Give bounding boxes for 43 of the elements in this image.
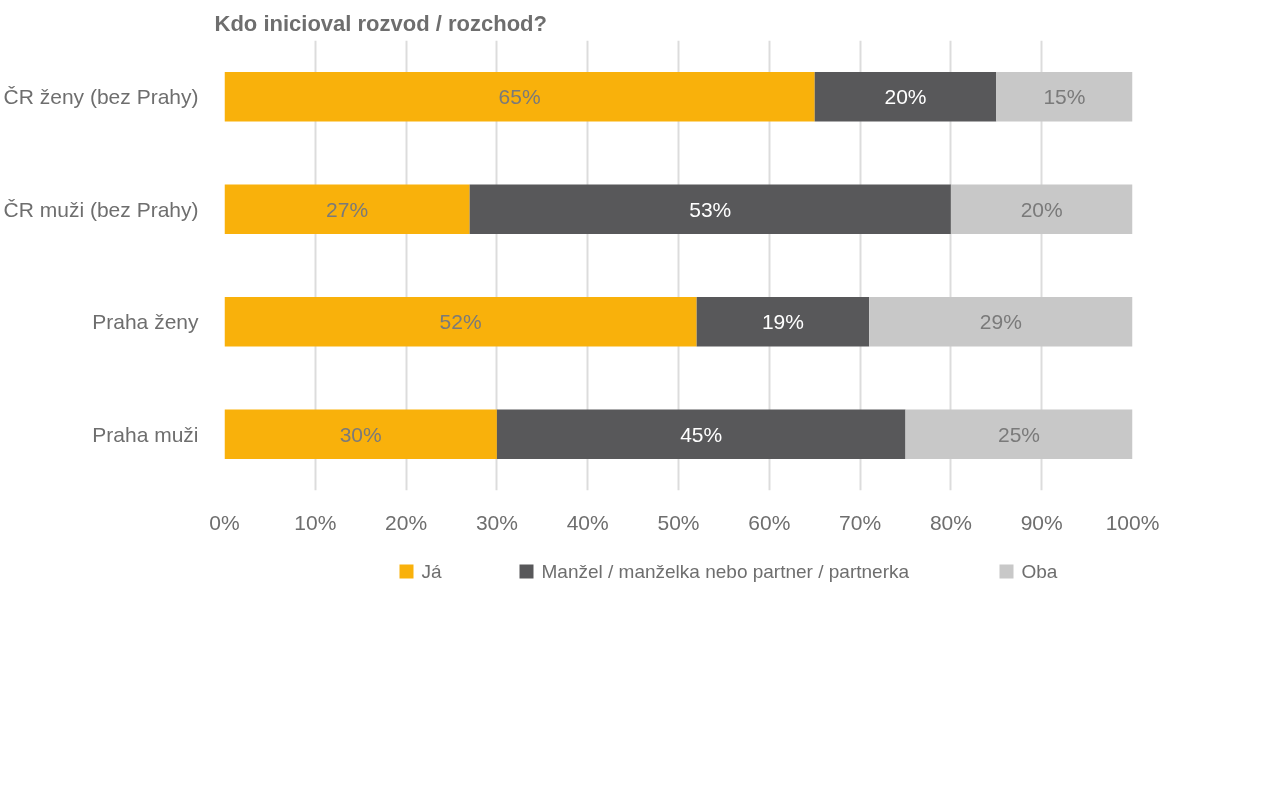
x-tick-label: 70% xyxy=(839,510,882,534)
data-label: 30% xyxy=(339,422,382,446)
bar xyxy=(224,409,497,459)
data-label: 65% xyxy=(498,85,541,109)
x-tick-label: 40% xyxy=(566,510,609,534)
legend-label: Manžel / manželka nebo partner / partnerka xyxy=(541,561,910,582)
x-tick-label: 60% xyxy=(748,510,791,534)
bar xyxy=(224,184,470,234)
x-tick-label: 0% xyxy=(209,510,240,534)
data-label: 25% xyxy=(997,422,1041,446)
bar xyxy=(905,409,1133,459)
bar xyxy=(496,409,906,459)
bar xyxy=(814,72,997,122)
x-tick-label: 100% xyxy=(1105,510,1160,534)
bar xyxy=(996,72,1133,122)
x-tick-label: 10% xyxy=(294,510,337,534)
data-label: 29% xyxy=(979,310,1022,334)
data-label: 27% xyxy=(326,197,369,221)
bar xyxy=(696,297,870,347)
bar xyxy=(224,72,815,122)
legend-label: Oba xyxy=(1021,561,1058,582)
x-tick-label: 20% xyxy=(385,510,428,534)
bar xyxy=(950,184,1133,234)
bar xyxy=(224,297,697,347)
data-label: 53% xyxy=(689,197,732,221)
x-tick-label: 90% xyxy=(1020,510,1063,534)
x-tick-label: 80% xyxy=(929,510,972,534)
y-tick-label: ČR ženy (bez Prahy) xyxy=(3,85,199,109)
bar xyxy=(869,297,1133,347)
x-tick-label: 30% xyxy=(475,510,518,534)
legend-label: Já xyxy=(421,561,442,582)
chart-title: Kdo inicioval rozvod / rozchod? xyxy=(214,10,547,36)
data-label: 15% xyxy=(1043,85,1086,109)
data-label: 45% xyxy=(680,422,723,446)
y-tick-label: Praha muži xyxy=(92,422,199,446)
y-tick-label: ČR muži (bez Prahy) xyxy=(3,197,199,221)
x-tick-label: 50% xyxy=(657,510,700,534)
data-label: 52% xyxy=(439,310,482,334)
data-label: 20% xyxy=(1020,197,1063,221)
y-tick-label: Praha ženy xyxy=(92,310,199,334)
bar xyxy=(469,184,951,234)
data-label: 20% xyxy=(884,85,927,109)
data-label: 19% xyxy=(761,310,804,334)
